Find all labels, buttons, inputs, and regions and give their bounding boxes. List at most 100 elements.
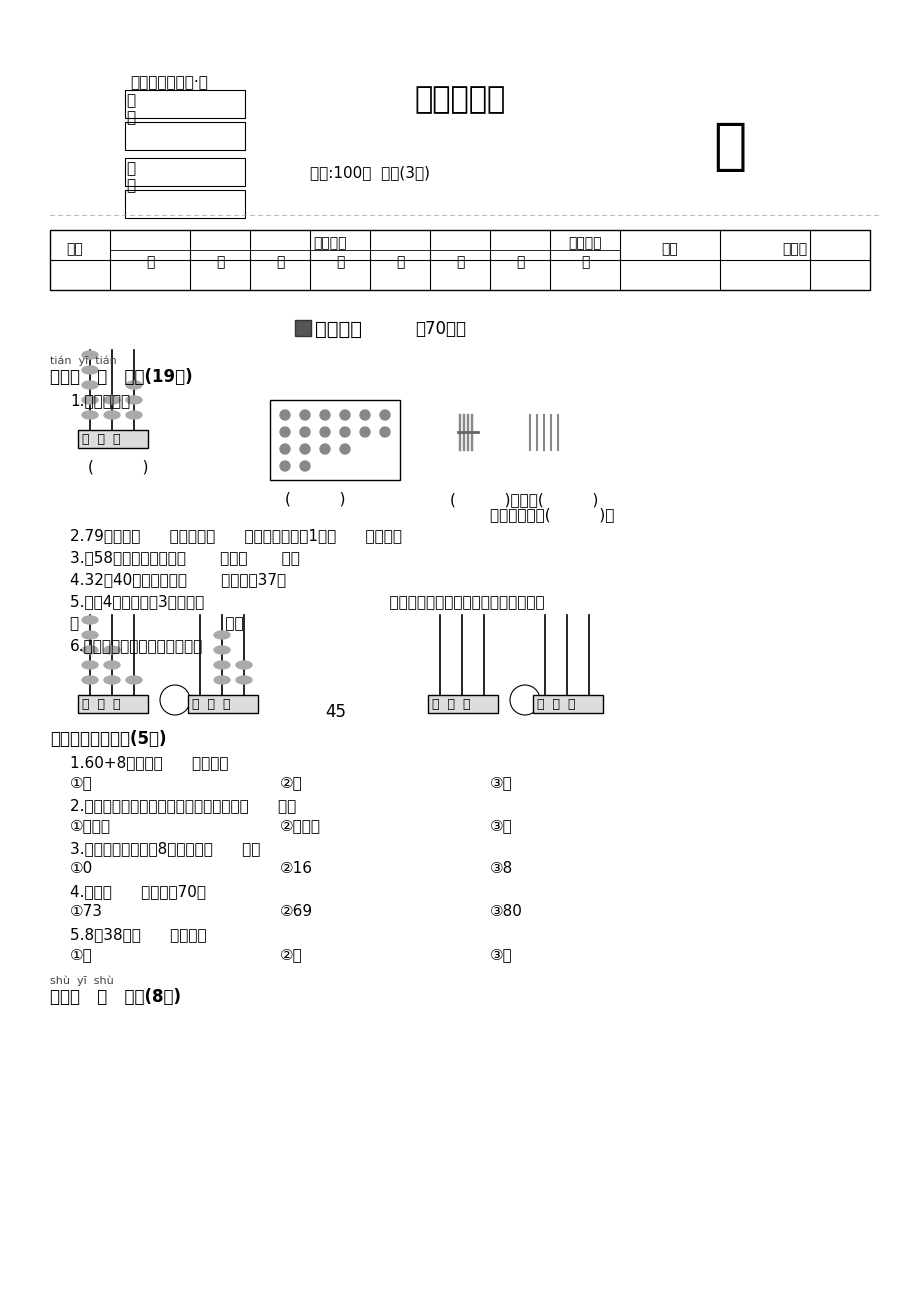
Ellipse shape xyxy=(82,646,98,654)
Bar xyxy=(78,695,148,713)
Circle shape xyxy=(160,685,190,715)
Text: 三、数   一   数。(8分): 三、数 一 数。(8分) xyxy=(50,988,181,1006)
Text: 2.把一张正方形的纸对折两次，不能折出（      ）。: 2.把一张正方形的纸对折两次，不能折出（ ）。 xyxy=(70,798,296,812)
Text: 个一合起来是(          )。: 个一合起来是( )。 xyxy=(490,506,614,522)
Bar xyxy=(427,695,497,713)
Text: ③圆: ③圆 xyxy=(490,818,512,833)
Text: 姓
名: 姓 名 xyxy=(126,161,135,194)
Text: 四: 四 xyxy=(335,255,344,270)
Text: 百  十  个: 百 十 个 xyxy=(82,434,120,447)
Text: 一、填   一   填。(19分): 一、填 一 填。(19分) xyxy=(50,368,192,385)
Circle shape xyxy=(300,410,310,421)
Text: ②正方形: ②正方形 xyxy=(279,818,321,833)
Ellipse shape xyxy=(236,661,252,669)
Bar xyxy=(125,90,244,118)
Text: ②十: ②十 xyxy=(279,947,302,962)
Text: ①个: ①个 xyxy=(70,947,93,962)
Text: 5.写出4个个位上是3的数：（                                      ），把它们按照从小到大的顺序排列：: 5.写出4个个位上是3的数：（ ），把它们按照从小到大的顺序排列： xyxy=(70,594,544,609)
Text: 二、选　一　选。(5分): 二、选 一 选。(5分) xyxy=(50,730,166,749)
Circle shape xyxy=(279,444,289,454)
Text: 六: 六 xyxy=(455,255,464,270)
Text: （70分）: （70分） xyxy=(414,320,466,339)
Text: 生活运用: 生活运用 xyxy=(568,236,601,250)
Text: ②69: ②69 xyxy=(279,904,312,919)
Text: shù  yī  shù: shù yī shù xyxy=(50,975,114,986)
Ellipse shape xyxy=(104,676,119,684)
Text: ③八: ③八 xyxy=(490,775,512,790)
Text: 🤿: 🤿 xyxy=(712,120,746,174)
Circle shape xyxy=(320,427,330,437)
Text: ③8: ③8 xyxy=(490,861,513,876)
Ellipse shape xyxy=(82,396,98,404)
Text: 知识技能: 知识技能 xyxy=(314,320,361,339)
Text: ①0: ①0 xyxy=(70,861,93,876)
Bar xyxy=(50,230,869,290)
Circle shape xyxy=(320,444,330,454)
Text: 4.下面（      ）最接近70。: 4.下面（ ）最接近70。 xyxy=(70,884,206,898)
Text: 期中测试卷: 期中测试卷 xyxy=(414,85,505,115)
Circle shape xyxy=(359,410,369,421)
Text: 5.8在38的（      ）位上。: 5.8在38的（ ）位上。 xyxy=(70,927,207,943)
Text: ②七: ②七 xyxy=(279,775,302,790)
Text: (          )个十和(          ): ( )个十和( ) xyxy=(449,492,597,506)
Text: 五: 五 xyxy=(395,255,403,270)
Ellipse shape xyxy=(126,381,142,389)
Circle shape xyxy=(380,410,390,421)
Text: 附加题: 附加题 xyxy=(781,242,807,256)
Ellipse shape xyxy=(82,352,98,359)
Ellipse shape xyxy=(104,661,119,669)
Ellipse shape xyxy=(126,676,142,684)
Text: 百  十  个: 百 十 个 xyxy=(82,698,120,711)
Circle shape xyxy=(279,427,289,437)
Bar xyxy=(295,320,311,336)
Ellipse shape xyxy=(236,676,252,684)
Ellipse shape xyxy=(82,366,98,374)
Ellipse shape xyxy=(214,676,230,684)
Text: 一: 一 xyxy=(145,255,154,270)
Circle shape xyxy=(359,427,369,437)
Circle shape xyxy=(300,461,310,471)
Bar xyxy=(269,400,400,480)
Text: 6.写数比大小；画珠子比大小。: 6.写数比大小；画珠子比大小。 xyxy=(70,638,203,654)
Bar xyxy=(78,430,148,448)
Ellipse shape xyxy=(82,616,98,624)
Text: 4.32和40两个数中，（       ）更接近37。: 4.32和40两个数中，（ ）更接近37。 xyxy=(70,572,286,587)
Circle shape xyxy=(340,427,349,437)
Text: 卷面: 卷面 xyxy=(66,242,84,256)
Bar xyxy=(125,158,244,186)
Text: 知识技能: 知识技能 xyxy=(312,236,346,250)
Bar xyxy=(187,695,257,713)
Ellipse shape xyxy=(126,411,142,419)
Text: ③80: ③80 xyxy=(490,904,522,919)
Bar xyxy=(125,122,244,150)
Circle shape xyxy=(300,427,310,437)
Text: 三: 三 xyxy=(276,255,284,270)
Circle shape xyxy=(279,410,289,421)
Text: 百  十  个: 百 十 个 xyxy=(537,698,575,711)
Text: 3.被减数和减数都是8，结果是（      ）。: 3.被减数和减数都是8，结果是（ ）。 xyxy=(70,841,260,855)
Text: 苏教一年级数学·下: 苏教一年级数学·下 xyxy=(130,76,208,90)
Text: ③百: ③百 xyxy=(490,947,512,962)
Ellipse shape xyxy=(214,661,230,669)
Text: 3.与58相邻的两个数是（       ）和（       ）。: 3.与58相邻的两个数是（ ）和（ ）。 xyxy=(70,549,300,565)
Ellipse shape xyxy=(82,631,98,639)
Bar xyxy=(532,695,602,713)
Ellipse shape xyxy=(82,676,98,684)
Text: ②16: ②16 xyxy=(279,861,312,876)
Text: 二: 二 xyxy=(216,255,224,270)
Ellipse shape xyxy=(214,646,230,654)
Text: 班
级: 班 级 xyxy=(126,92,135,125)
Text: 满分:100分  卷面(3分): 满分:100分 卷面(3分) xyxy=(310,165,429,180)
Text: 八: 八 xyxy=(580,255,588,270)
Text: ①六: ①六 xyxy=(70,775,93,790)
Circle shape xyxy=(340,444,349,454)
Circle shape xyxy=(279,461,289,471)
Text: 得分: 得分 xyxy=(661,242,677,256)
Ellipse shape xyxy=(214,631,230,639)
Ellipse shape xyxy=(104,411,119,419)
Text: ①73: ①73 xyxy=(70,904,103,919)
Text: 2.79里面有（      ）个一和（      ）个十，再添上1是（      ）个十。: 2.79里面有（ ）个一和（ ）个十，再添上1是（ ）个十。 xyxy=(70,529,402,543)
Circle shape xyxy=(320,410,330,421)
Text: 七: 七 xyxy=(516,255,524,270)
Ellipse shape xyxy=(82,411,98,419)
